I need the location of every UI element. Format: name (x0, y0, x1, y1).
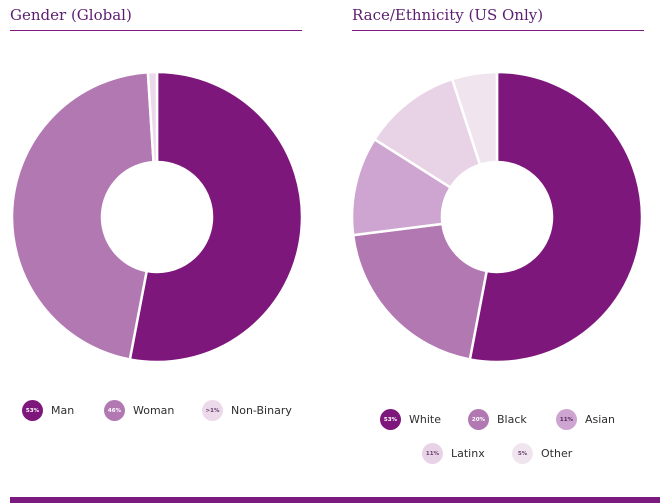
legend-percent-badge: 53% (22, 400, 43, 421)
legend-label: Non-Binary (231, 404, 292, 417)
race-legend-item-black: 20% Black (468, 409, 527, 430)
legend-label: Latinx (451, 447, 485, 460)
legend-percent-badge: 5% (512, 443, 533, 464)
legend-label: Man (51, 404, 75, 417)
race-slice-black (351, 222, 489, 361)
gender-chart-title: Gender (Global) (10, 6, 132, 24)
race-legend-item-other: 5% Other (512, 443, 572, 464)
legend-percent-badge: 11% (556, 409, 577, 430)
legend-label: Black (497, 413, 527, 426)
gender-slice-woman (10, 70, 155, 361)
legend-percent-badge: >1% (202, 400, 223, 421)
legend-label: Woman (133, 404, 175, 417)
race-legend-item-asian: 11% Asian (556, 409, 615, 430)
legend-label: Other (541, 447, 573, 460)
bottom-accent-bar (10, 497, 660, 503)
legend-label: Asian (585, 413, 616, 426)
gender-legend-item-man: 53% Man (22, 400, 74, 421)
legend-label: White (409, 413, 441, 426)
race-chart-title: Race/Ethnicity (US Only) (352, 6, 544, 24)
race-legend-item-white: 53% White (380, 409, 441, 430)
gender-donut-chart (10, 70, 304, 364)
gender-legend-item-non-binary: >1% Non-Binary (202, 400, 292, 421)
race-slice-other (450, 70, 499, 167)
gender-title-rule (10, 30, 302, 31)
race-slice-white (468, 70, 644, 364)
legend-percent-badge: 20% (468, 409, 489, 430)
race-legend-item-latinx: 11% Latinx (422, 443, 485, 464)
legend-percent-badge: 53% (380, 409, 401, 430)
race-donut-chart (350, 70, 644, 364)
gender-slice-man (128, 70, 304, 364)
legend-percent-badge: 46% (104, 400, 125, 421)
gender-slice-non-binary (146, 70, 159, 164)
race-title-rule (352, 30, 644, 31)
gender-legend-item-woman: 46% Woman (104, 400, 174, 421)
legend-percent-badge: 11% (422, 443, 443, 464)
